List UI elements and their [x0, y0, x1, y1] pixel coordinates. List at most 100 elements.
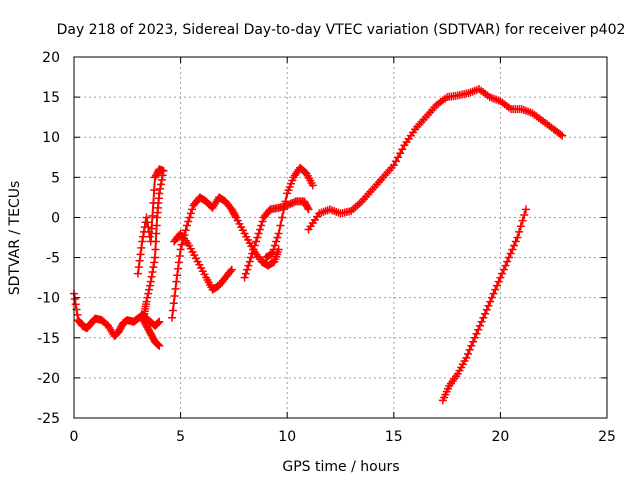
- plot-frame: [73, 56, 608, 419]
- series-spike-tracks: [133, 165, 168, 350]
- data-point: [487, 293, 496, 302]
- data-point: [169, 299, 178, 308]
- data-point: [145, 285, 154, 294]
- data-point: [520, 211, 529, 220]
- y-tick-label: 20: [42, 50, 60, 66]
- data-point: [139, 232, 148, 241]
- data-point: [168, 313, 177, 322]
- data-point: [394, 153, 403, 162]
- data-point: [185, 213, 194, 222]
- data-point: [188, 205, 197, 214]
- data-point: [148, 211, 157, 220]
- y-tick-label: -5: [46, 251, 60, 267]
- data-point: [174, 264, 183, 273]
- data-point: [155, 341, 164, 350]
- data-point: [556, 130, 565, 139]
- series-rising-track: [438, 205, 530, 405]
- data-point: [396, 149, 405, 158]
- data-point: [244, 261, 253, 270]
- data-point: [146, 277, 155, 286]
- data-point: [272, 237, 281, 246]
- y-tick-label: 15: [42, 90, 60, 106]
- data-point: [151, 245, 160, 254]
- label-layer: 0 5 10 15 20 25 -25 -20 -15 -10 -5 0 5 10 15 20: [37, 50, 616, 445]
- data-point: [521, 205, 530, 214]
- data-point: [252, 237, 261, 246]
- data-point: [475, 321, 484, 330]
- chart-title: Day 218 of 2023, Sidereal Day-to-day VTE…: [57, 22, 626, 38]
- data-point: [159, 166, 168, 175]
- data-point: [153, 340, 162, 349]
- data-point: [71, 300, 80, 309]
- data-point: [137, 243, 146, 252]
- data-point: [231, 211, 240, 220]
- y-tick-label: -25: [37, 411, 60, 427]
- data-point: [304, 205, 313, 214]
- y-axis-title: SDTVAR / TECUs: [7, 181, 23, 296]
- data-point: [154, 318, 163, 327]
- data-point: [492, 281, 501, 290]
- data-point: [467, 341, 476, 350]
- data-point: [172, 277, 181, 286]
- data-point: [182, 221, 191, 230]
- series-loop-a: [170, 229, 236, 294]
- data-point: [144, 289, 153, 298]
- data-point: [465, 345, 474, 354]
- data-point: [156, 184, 165, 193]
- data-point: [155, 317, 164, 326]
- data-point: [474, 325, 483, 334]
- data-point: [171, 284, 180, 293]
- data-point: [482, 305, 491, 314]
- data-point: [253, 233, 262, 242]
- data-point: [470, 333, 479, 342]
- data-point: [274, 229, 283, 238]
- data-point: [508, 245, 517, 254]
- x-tick-label: 15: [385, 429, 403, 445]
- data-point: [151, 253, 160, 262]
- data-point: [249, 245, 258, 254]
- data-point: [472, 329, 481, 338]
- data-point: [181, 226, 190, 235]
- data-point: [152, 221, 161, 230]
- data-point: [134, 263, 143, 272]
- data-point: [153, 213, 162, 222]
- x-tick-label: 25: [598, 429, 616, 445]
- data-point: [486, 297, 495, 306]
- data-point: [489, 289, 498, 298]
- data-point: [558, 131, 567, 140]
- data-point: [270, 241, 279, 250]
- data-point: [174, 258, 183, 267]
- data-point: [498, 269, 507, 278]
- series-afternoon: [304, 85, 567, 234]
- data-point: [173, 271, 182, 280]
- data-point: [481, 309, 490, 318]
- data-point: [145, 232, 154, 241]
- data-point: [150, 186, 159, 195]
- data-point: [156, 180, 165, 189]
- data-point: [463, 349, 472, 358]
- data-point: [278, 213, 287, 222]
- data-point: [510, 241, 519, 250]
- data-point: [147, 224, 156, 233]
- series-loop-c: [261, 163, 317, 262]
- data-point: [268, 249, 277, 258]
- data-point: [496, 273, 505, 282]
- data-point: [154, 340, 163, 349]
- data-point: [469, 337, 478, 346]
- data-point: [258, 217, 267, 226]
- data-point: [308, 181, 317, 190]
- data-point: [254, 229, 263, 238]
- x-tick-label: 10: [278, 429, 296, 445]
- data-point: [503, 257, 512, 266]
- data-point: [477, 317, 486, 326]
- x-tick-label: 0: [70, 429, 79, 445]
- data-point: [227, 265, 236, 274]
- data-point: [484, 301, 493, 310]
- data-point: [246, 253, 255, 262]
- data-point: [257, 221, 266, 230]
- data-point: [245, 257, 254, 266]
- data-point: [281, 197, 290, 206]
- data-point: [184, 217, 193, 226]
- grid-layer: [74, 57, 607, 418]
